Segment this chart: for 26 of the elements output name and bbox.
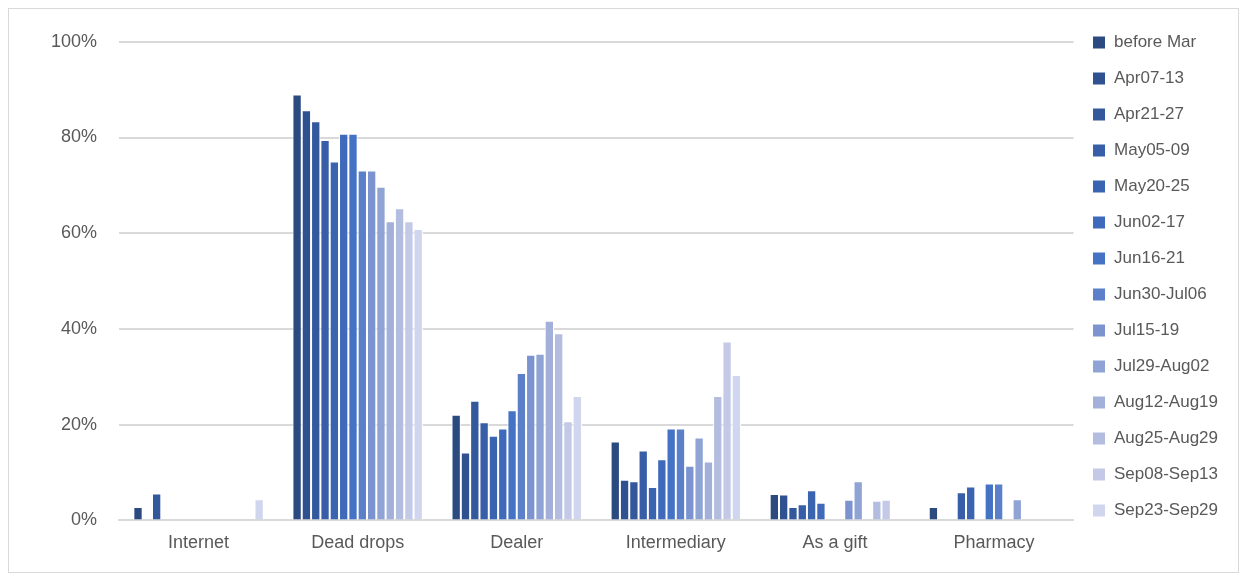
y-tick-label: 40%: [61, 317, 98, 338]
legend-label: Jun30-Jul06: [1114, 284, 1207, 304]
x-tick-label: Dealer: [490, 532, 544, 553]
legend-label: Jul29-Aug02: [1114, 356, 1210, 376]
x-tick-label: Pharmacy: [953, 532, 1035, 553]
legend-label: Aug25-Aug29: [1114, 428, 1219, 448]
legend-label: Jun02-17: [1114, 212, 1185, 232]
legend-label: May05-09: [1114, 140, 1190, 160]
legend-label: Apr21-27: [1114, 104, 1184, 124]
x-tick-label: As a gift: [802, 532, 868, 553]
x-tick-label: Intermediary: [625, 532, 726, 553]
legend-label: Sep08-Sep13: [1114, 464, 1219, 484]
y-tick-label: 100%: [50, 30, 98, 51]
legend-label: before Mar: [1114, 32, 1197, 52]
legend-label: Sep23-Sep29: [1114, 500, 1219, 520]
legend-label: Jul15-19: [1114, 320, 1180, 340]
legend-label: May20-25: [1114, 176, 1190, 196]
legend-label: Aug12-Aug19: [1114, 392, 1219, 412]
y-tick-label: 0%: [71, 509, 98, 530]
y-tick-label: 20%: [61, 413, 98, 434]
legend-label: Apr07-13: [1114, 68, 1184, 88]
x-tick-label: Internet: [168, 532, 230, 553]
y-tick-label: 60%: [61, 222, 98, 243]
legend-label: Jun16-21: [1114, 248, 1185, 268]
x-tick-label: Dead drops: [311, 532, 405, 553]
y-tick-label: 80%: [61, 126, 98, 147]
